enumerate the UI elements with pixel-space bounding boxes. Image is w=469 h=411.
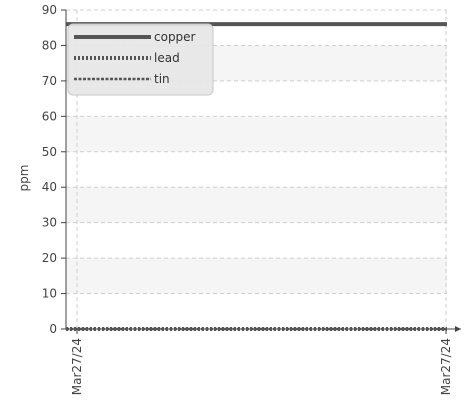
x-tick-label: Mar27/24 (439, 338, 453, 395)
y-tick-label: 0 (49, 322, 57, 336)
legend-label-lead: lead (154, 51, 180, 65)
y-tick-label: 20 (42, 251, 57, 265)
plot-band (66, 116, 447, 151)
legend[interactable]: copper lead tin (68, 24, 213, 95)
y-tick-label: 30 (42, 216, 57, 230)
x-tick-label: Mar27/24 (70, 338, 84, 395)
legend-label-tin: tin (154, 72, 170, 86)
y-tick-label: 80 (42, 38, 57, 52)
x-axis-arrow (455, 326, 461, 332)
y-tick-label: 10 (42, 287, 57, 301)
legend-label-copper: copper (154, 30, 196, 44)
plot-band (66, 187, 447, 222)
y-tick-label: 40 (42, 180, 57, 194)
x-axis-ticks: Mar27/24 Mar27/24 (70, 329, 453, 395)
y-axis-ticks: 0 10 20 30 40 50 60 70 80 90 (42, 3, 66, 336)
y-tick-label: 70 (42, 74, 57, 88)
y-tick-label: 60 (42, 109, 57, 123)
y-axis-title: ppm (17, 165, 31, 192)
y-tick-label: 90 (42, 3, 57, 17)
plot-band (66, 258, 447, 293)
y-tick-label: 50 (42, 145, 57, 159)
